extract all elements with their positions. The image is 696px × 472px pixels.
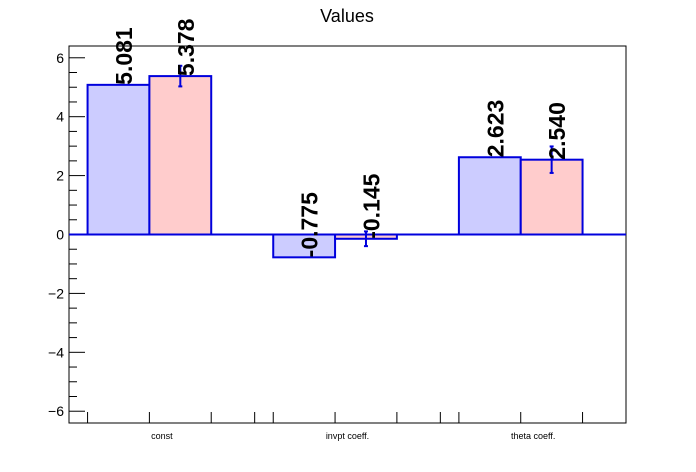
y-tick-label: 0 [56, 227, 64, 243]
y-tick-label: 2 [56, 168, 64, 184]
data-label: 5.378 [173, 18, 199, 76]
bar [86, 83, 151, 236]
data-label: -0.775 [297, 192, 323, 257]
data-label: -0.145 [359, 173, 385, 238]
x-axis: const invpt coeff. theta coeff. [87, 412, 627, 441]
y-tick-label: −2 [48, 285, 64, 301]
error-bars [178, 64, 554, 248]
data-label: 5.081 [111, 27, 137, 85]
data-label: 2.623 [482, 100, 508, 158]
data-label: 2.540 [544, 102, 570, 160]
y-tick-label: 4 [56, 109, 64, 125]
bar [457, 156, 522, 236]
data-labels: 5.081 5.378 -0.775 -0.145 2.623 2.540 [111, 18, 570, 257]
bar [148, 75, 213, 236]
bars [86, 75, 584, 259]
x-category-label: invpt coeff. [326, 431, 369, 441]
y-tick-label: −4 [48, 344, 64, 360]
chart-title: Values [320, 6, 374, 26]
x-category-label: const [151, 431, 173, 441]
y-tick-label: −6 [48, 403, 64, 419]
y-tick-label: 6 [56, 50, 64, 66]
x-category-label: theta coeff. [511, 431, 555, 441]
